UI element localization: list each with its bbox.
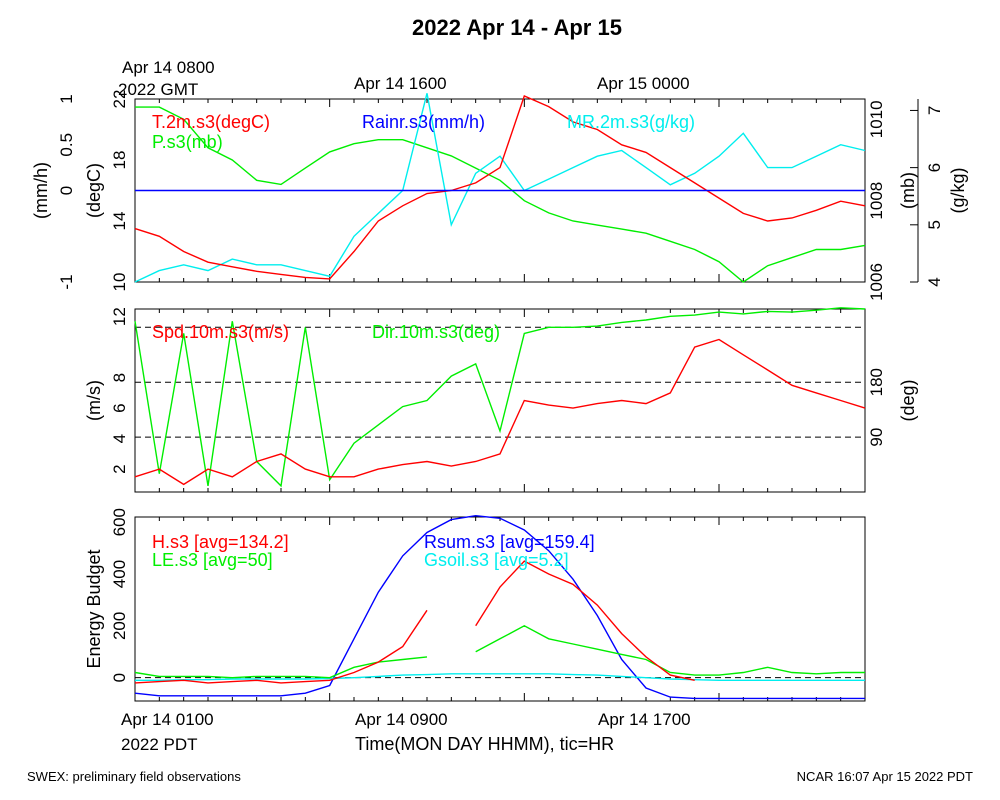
axis-energy-tick: 0 <box>110 673 129 682</box>
series-mixing-ratio-line <box>134 93 866 283</box>
top-label-0800: Apr 14 0800 <box>122 58 215 77</box>
series-le-line <box>134 625 865 679</box>
legend-rsum: Rsum.s3 [avg=159.4] <box>424 532 595 552</box>
legend-rain: Rainr.s3(mm/h) <box>362 112 485 132</box>
axis-rain-label: (mm/h) <box>31 162 51 219</box>
axis-rain-tick: 1 <box>57 94 76 103</box>
axis-mr-tick: 6 <box>925 163 944 172</box>
series-h-line <box>134 560 695 684</box>
legend-le: LE.s3 [avg=50] <box>152 550 273 570</box>
axis-rain-tick: 0.5 <box>57 133 76 157</box>
axis-direction-tick: 180 <box>867 368 886 396</box>
axis-speed-tick: 12 <box>110 307 129 326</box>
axis-speed-tick: 6 <box>110 403 129 412</box>
axis-direction-label: (deg) <box>898 379 918 421</box>
axis-rain-tick: -1 <box>57 274 76 289</box>
footer-right: NCAR 16:07 Apr 15 2022 PDT <box>797 769 973 784</box>
axis-pressure-label: (mb) <box>898 172 918 209</box>
top-label-gmt: 2022 GMT <box>118 80 198 99</box>
axis-energy-tick: 200 <box>110 612 129 640</box>
axis-mr-label: (g/kg) <box>948 167 968 213</box>
x-axis-label: Time(MON DAY HHMM), tic=HR <box>355 734 614 754</box>
legend-direction: Dir.10m.s3(deg) <box>372 322 500 342</box>
bottom-label-pdt: 2022 PDT <box>121 735 198 754</box>
top-label-0000: Apr 15 0000 <box>597 74 690 93</box>
series-speed-line <box>134 338 866 486</box>
axis-energy-tick: 400 <box>110 560 129 588</box>
axis-temp-tick: 10 <box>110 273 129 292</box>
axis-pressure-tick: 1008 <box>867 182 886 220</box>
top-label-1600: Apr 14 1600 <box>354 74 447 93</box>
axis-mr-tick: 7 <box>925 106 944 115</box>
legend-mixing-ratio: MR.2m.s3(g/kg) <box>567 112 695 132</box>
legend-gsoil: Gsoil.s3 [avg=5.2] <box>424 550 569 570</box>
axis-mr-tick: 5 <box>925 220 944 229</box>
axis-temp-tick: 22 <box>110 90 129 109</box>
axis-mr-tick: 4 <box>925 277 944 286</box>
legend-pressure: P.s3(mb) <box>152 132 223 152</box>
axis-speed-tick: 4 <box>110 434 129 443</box>
axis-direction-tick: 90 <box>867 428 886 447</box>
series-temperature-line <box>134 95 866 280</box>
axis-temp-tick: 14 <box>110 212 129 231</box>
axis-temp-tick: 18 <box>110 151 129 170</box>
series-pressure-line <box>135 106 866 283</box>
footer-left: SWEX: preliminary field observations <box>27 769 241 784</box>
series-gsoil-line <box>135 673 865 681</box>
axis-speed-tick: 8 <box>110 373 129 382</box>
axis-energy-label: Energy Budget <box>84 549 104 668</box>
legend-speed: Spd.10m.s3(m/s) <box>152 322 289 342</box>
axis-rain-tick: 0 <box>57 186 76 195</box>
axis-pressure-tick: 1006 <box>867 263 886 301</box>
legend-h: H.s3 [avg=134.2] <box>152 532 289 552</box>
chart-title: 2022 Apr 14 - Apr 15 <box>412 15 622 40</box>
axis-energy-tick: 600 <box>110 508 129 536</box>
axis-pressure-tick: 1010 <box>867 100 886 138</box>
bottom-label-1700: Apr 14 1700 <box>598 710 691 729</box>
series-rsum-line <box>134 514 865 700</box>
bottom-label-0900: Apr 14 0900 <box>355 710 448 729</box>
axis-speed-label: (m/s) <box>84 380 104 421</box>
bottom-label-0100: Apr 14 0100 <box>121 710 214 729</box>
axis-temp-label: (degC) <box>84 163 104 218</box>
axis-speed-tick: 2 <box>110 464 129 473</box>
legend-temperature: T.2m.s3(degC) <box>152 112 270 132</box>
